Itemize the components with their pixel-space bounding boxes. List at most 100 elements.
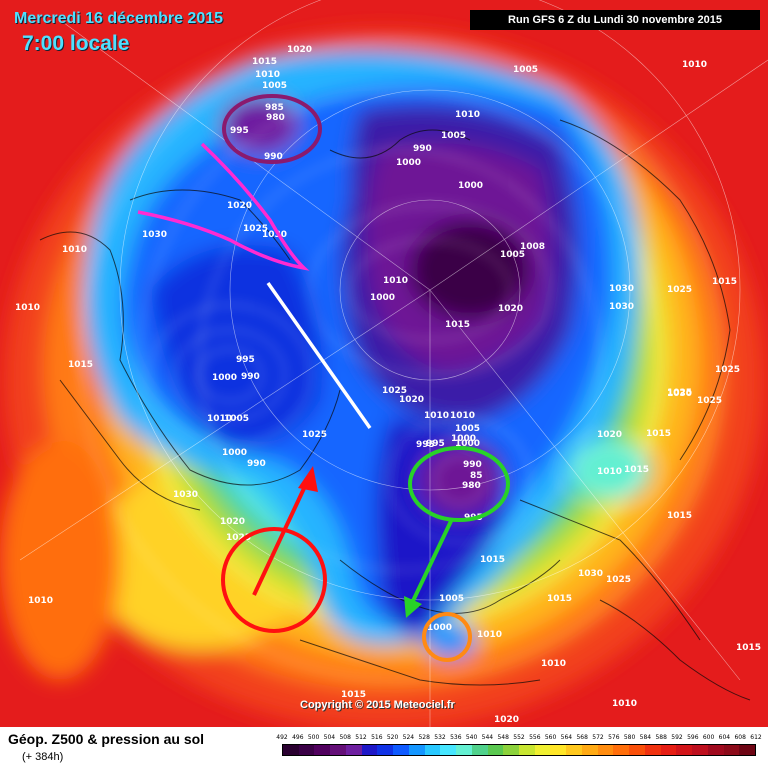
color-scale-label: 608 [734, 734, 746, 741]
pressure-label: 1008 [520, 242, 545, 252]
coastlines [39, 119, 751, 701]
map-title: Géop. Z500 & pression au sol [8, 731, 205, 747]
pressure-label: 1020 [494, 715, 519, 725]
color-scale-label: 504 [323, 734, 336, 741]
color-scale-swatch [534, 745, 551, 755]
pressure-label: 1000 [451, 434, 476, 444]
pressure-label: 1010 [424, 411, 449, 421]
color-scale-swatch [597, 745, 614, 755]
pressure-label: 1010 [450, 411, 475, 421]
orange-low-circle [422, 612, 472, 662]
isobar-lines [79, 39, 721, 681]
color-scale-swatch [660, 745, 677, 755]
pressure-label: 1025 [226, 533, 251, 543]
color-scale-swatch [707, 745, 724, 755]
green-arrow-shaft [410, 518, 454, 604]
pressure-label: 1015 [480, 555, 505, 565]
color-scale-swatch [408, 745, 425, 755]
pressure-label: 1025 [697, 396, 722, 406]
red-arrow-head [298, 466, 318, 492]
color-scale-swatch [345, 745, 362, 755]
pressure-label: 1010 [597, 467, 622, 477]
color-scale-label: 540 [465, 734, 478, 741]
pressure-label: 1010 [15, 303, 40, 313]
pressure-label: 1010 [383, 276, 408, 286]
pressure-label: 1010 [28, 596, 53, 606]
color-scale-labels: 492 496 500 504 508 512 516 520 524 528 532 536 540 5… [276, 734, 761, 744]
green-arrow-head [404, 596, 422, 618]
color-scale-swatch [440, 745, 457, 755]
trough-line [137, 142, 310, 271]
pressure-label: 1030 [173, 490, 198, 500]
color-scale-swatch [676, 745, 693, 755]
color-scale-swatch [723, 745, 740, 755]
color-scale-label: 604 [718, 734, 731, 741]
pressure-label: 1000 [396, 158, 421, 168]
color-scale-label: 492 [276, 734, 288, 741]
color-scale-swatch [550, 745, 567, 755]
pressure-label: 1020 [399, 395, 424, 405]
legend-footer: Géop. Z500 & pression au sol (+ 384h) 49… [0, 727, 768, 768]
color-scale-label: 556 [529, 734, 541, 741]
pressure-label: 1025 [715, 365, 740, 375]
pressure-label: 980 [462, 481, 481, 491]
color-scale: 492 496 500 504 508 512 516 520 524 528 532 536 540 5… [276, 734, 762, 756]
geopotential-field [0, 30, 764, 727]
pressure-label: 1020 [597, 430, 622, 440]
pressure-label: 1030 [609, 302, 634, 312]
color-scale-swatch [644, 745, 661, 755]
pressure-label: 985 [265, 103, 284, 113]
axis-line [266, 281, 372, 430]
pressure-label: 990 [241, 372, 260, 382]
pressure-label: 1025 [302, 430, 327, 440]
analysis-annotations [137, 94, 510, 662]
pressure-label: 1030 [142, 230, 167, 240]
color-scale-label: 500 [307, 734, 320, 741]
color-scale-swatch [377, 745, 394, 755]
pressure-label: 1005 [439, 594, 464, 604]
color-scale-swatch [283, 745, 299, 755]
color-scale-label: 548 [497, 734, 509, 741]
pressure-label: 1030 [578, 569, 603, 579]
color-scale-label: 516 [371, 734, 383, 741]
pressure-label: 1015 [252, 57, 277, 67]
color-scale-swatch [519, 745, 535, 755]
pressure-label: 1015 [624, 465, 649, 475]
color-scale-label: 544 [481, 734, 494, 741]
color-scale-label: 524 [402, 734, 415, 741]
color-scale-swatch [393, 745, 409, 755]
color-scale-swatch [330, 745, 346, 755]
color-scale-label: 560 [544, 734, 557, 741]
color-scale-swatch [298, 745, 315, 755]
color-scale-label: 612 [750, 734, 762, 741]
color-scale-swatch [613, 745, 630, 755]
pressure-label: 1025 [667, 285, 692, 295]
alaska-low-circle [222, 94, 322, 164]
pressure-label: 1000 [212, 373, 237, 383]
color-scale-swatch [361, 745, 378, 755]
color-scale-label: 568 [576, 734, 588, 741]
color-scale-label: 588 [655, 734, 667, 741]
red-arrow-shaft [252, 481, 309, 596]
color-scale-label: 596 [687, 734, 699, 741]
pressure-label: 1030 [262, 230, 287, 240]
color-scale-label: 496 [292, 734, 304, 741]
pressure-label: 990 [463, 460, 482, 470]
color-scale-label: 600 [702, 734, 715, 741]
color-scale-label: 576 [608, 734, 620, 741]
pressure-label: 1025 [243, 224, 268, 234]
pressure-label: 1015 [667, 511, 692, 521]
pressure-label: 1015 [736, 643, 761, 653]
pressure-label: 1000 [370, 293, 395, 303]
run-banner: Run GFS 6 Z du Lundi 30 novembre 2015 [470, 10, 760, 30]
pressure-label: 1005 [455, 424, 480, 434]
pressure-label: 990 [413, 144, 432, 154]
forecast-range: (+ 384h) [22, 751, 64, 763]
pressure-label: 1005 [500, 250, 525, 260]
pressure-label: 1000 [427, 623, 452, 633]
pressure-label: 1030 [667, 389, 692, 399]
forecast-time: 7:00 locale [22, 32, 130, 55]
pressure-label: 1025 [667, 388, 692, 398]
copyright-text: Copyright © 2015 Meteociel.fr [300, 699, 455, 711]
